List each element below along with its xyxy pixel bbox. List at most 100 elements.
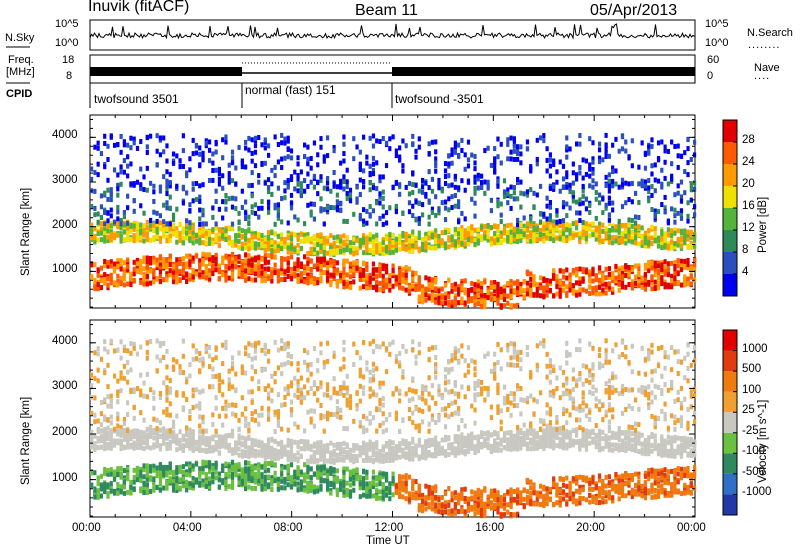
power-cell bbox=[361, 236, 366, 242]
power-cell bbox=[624, 284, 628, 290]
power-cell bbox=[355, 199, 359, 205]
power-cell bbox=[185, 253, 189, 259]
velocity-cell bbox=[188, 445, 192, 451]
power-cell bbox=[96, 145, 100, 151]
power-cell bbox=[230, 239, 235, 245]
power-cell bbox=[588, 173, 592, 179]
power-cell bbox=[139, 185, 143, 191]
power-cell bbox=[647, 237, 651, 243]
power-cell bbox=[191, 186, 195, 192]
velocity-cell bbox=[201, 459, 205, 465]
power-cell bbox=[388, 250, 392, 256]
power-cell bbox=[365, 280, 369, 286]
power-cell bbox=[434, 237, 438, 243]
power-cell bbox=[132, 278, 136, 284]
power-cell bbox=[263, 244, 267, 250]
power-cell bbox=[296, 234, 300, 240]
power-cell bbox=[122, 222, 126, 228]
power-cell bbox=[604, 275, 608, 281]
velocity-cell bbox=[224, 339, 228, 345]
power-cell bbox=[358, 216, 362, 222]
velocity-cell bbox=[122, 347, 126, 353]
power-cell bbox=[499, 234, 503, 240]
velocity-cell bbox=[198, 429, 202, 435]
power-cell bbox=[273, 173, 277, 179]
velocity-cell bbox=[109, 481, 113, 487]
power-cell bbox=[584, 221, 589, 227]
power-cell bbox=[483, 223, 487, 229]
power-cell bbox=[270, 248, 274, 254]
power-cell bbox=[293, 261, 297, 267]
power-cell bbox=[493, 280, 497, 286]
power-cell bbox=[211, 168, 215, 174]
power-cell bbox=[260, 205, 264, 211]
power-cell bbox=[352, 136, 356, 142]
power-cell bbox=[607, 221, 611, 227]
power-cell bbox=[620, 146, 625, 152]
velocity-cell bbox=[106, 430, 110, 436]
power-cell bbox=[378, 241, 382, 247]
power-cell bbox=[214, 188, 218, 194]
power-cell bbox=[378, 174, 382, 180]
power-cell bbox=[617, 277, 621, 283]
velocity-cell bbox=[112, 442, 117, 448]
power-cell bbox=[247, 227, 251, 233]
power-cell bbox=[93, 262, 97, 268]
power-cell bbox=[466, 230, 471, 236]
power-cell bbox=[119, 169, 123, 175]
power-cell bbox=[555, 179, 559, 185]
power-cell bbox=[427, 245, 431, 251]
power-cell bbox=[332, 183, 336, 189]
power-cell bbox=[427, 221, 431, 227]
velocity-cell bbox=[214, 373, 218, 379]
power-cell bbox=[624, 200, 628, 206]
power-cell bbox=[443, 217, 448, 223]
power-cell bbox=[371, 239, 376, 245]
power-cell bbox=[286, 273, 290, 279]
power-cell bbox=[499, 219, 503, 225]
power-cell bbox=[575, 210, 579, 216]
power-cell bbox=[571, 180, 575, 186]
power-cell bbox=[103, 164, 107, 170]
velocity-cell bbox=[253, 479, 258, 485]
power-cell bbox=[306, 251, 310, 257]
power-cell bbox=[689, 187, 693, 193]
velocity-cell bbox=[139, 436, 143, 442]
power-cell bbox=[640, 183, 644, 189]
power-cell bbox=[185, 173, 189, 179]
velocity-cell bbox=[99, 473, 104, 479]
power-cell bbox=[332, 276, 336, 282]
power-cell bbox=[185, 235, 189, 241]
power-cell bbox=[535, 233, 539, 239]
velocity-cell bbox=[217, 471, 222, 477]
power-cell bbox=[568, 227, 572, 233]
velocity-cell bbox=[204, 479, 208, 485]
velocity-colorbar-border bbox=[722, 329, 738, 516]
velocity-cell bbox=[109, 430, 113, 436]
power-cell bbox=[542, 133, 546, 139]
velocity-cell bbox=[109, 444, 113, 450]
velocity-cell bbox=[240, 364, 244, 370]
power-cell bbox=[689, 243, 693, 249]
velocity-cell bbox=[96, 445, 100, 451]
power-cell bbox=[509, 303, 513, 309]
power-cell bbox=[145, 233, 149, 239]
power-cell bbox=[253, 143, 258, 149]
power-cell bbox=[647, 189, 651, 195]
power-cell bbox=[99, 204, 104, 210]
power-cell bbox=[168, 268, 172, 274]
power-cell bbox=[578, 197, 582, 203]
power-cell bbox=[361, 221, 366, 227]
power-cell bbox=[414, 182, 418, 188]
power-cell bbox=[437, 207, 441, 213]
power-cell bbox=[365, 154, 369, 160]
power-cell bbox=[217, 276, 222, 282]
power-cell bbox=[414, 148, 418, 154]
power-cell bbox=[466, 179, 471, 185]
power-cell bbox=[411, 189, 415, 195]
power-cell bbox=[191, 224, 195, 230]
power-cell bbox=[427, 286, 431, 292]
power-cell bbox=[637, 279, 641, 285]
power-cell bbox=[244, 245, 248, 251]
velocity-cell bbox=[103, 346, 107, 352]
